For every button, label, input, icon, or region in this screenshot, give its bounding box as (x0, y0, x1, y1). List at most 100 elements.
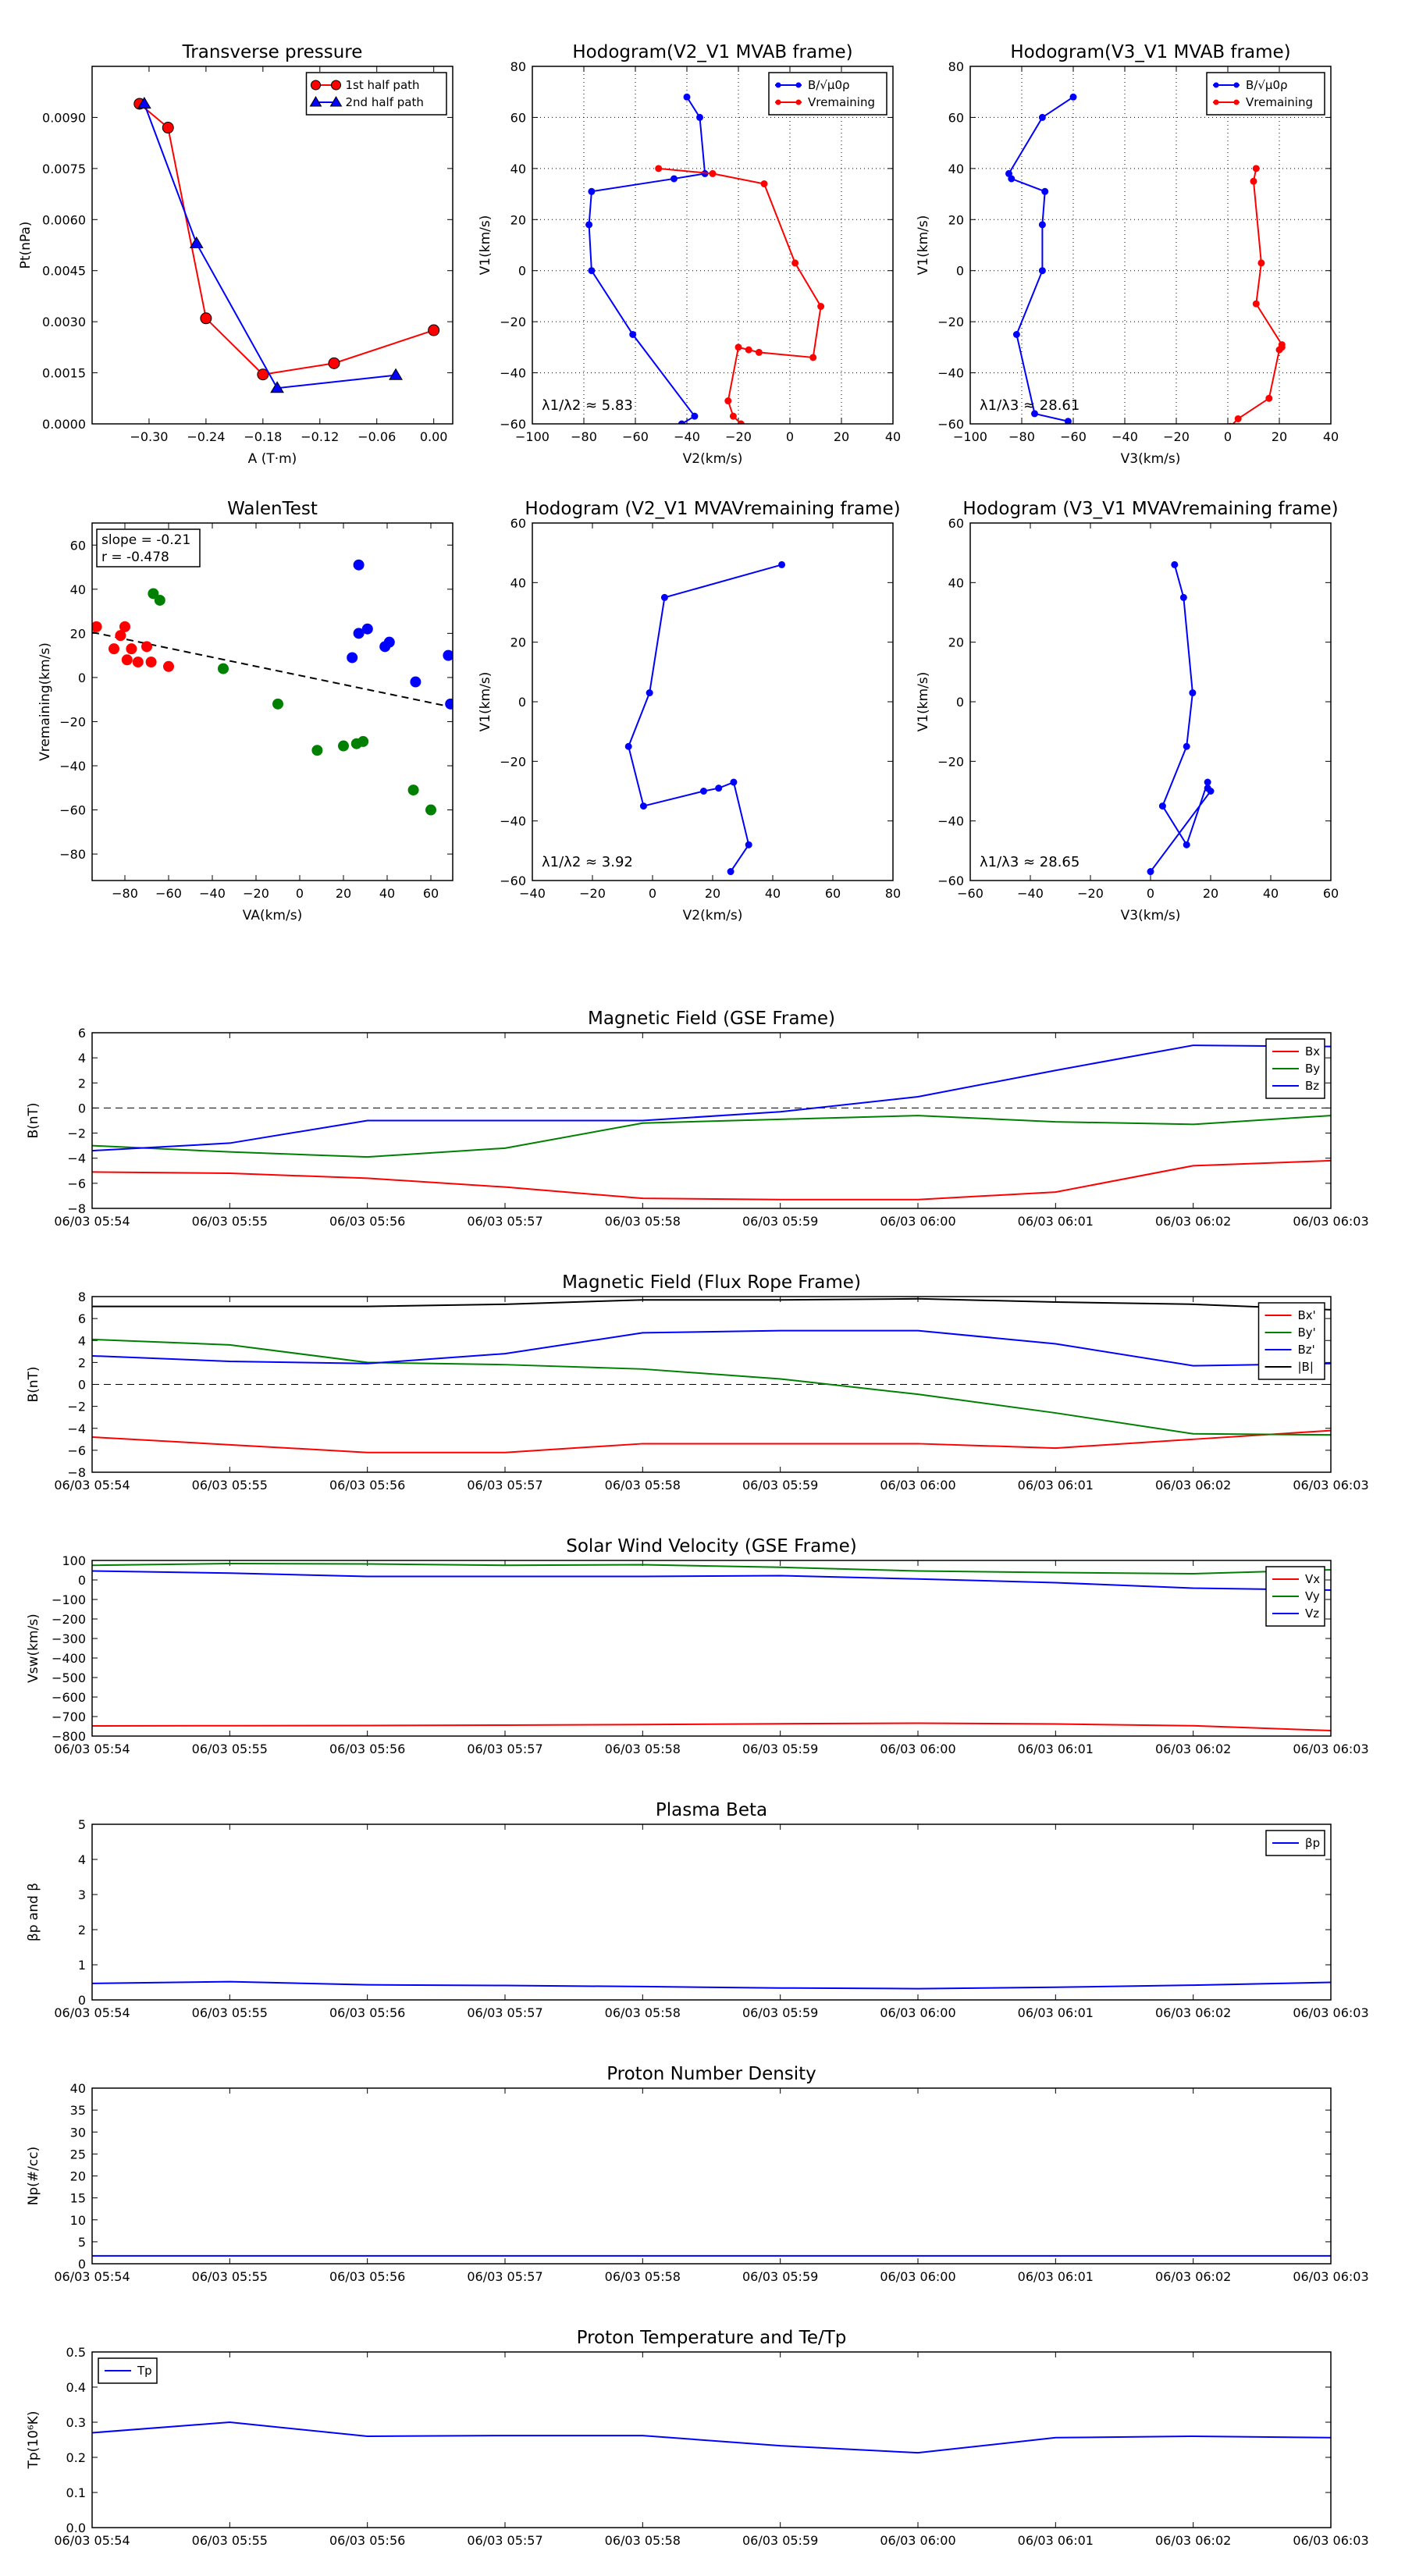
axes-frame (91, 1560, 1332, 1737)
x-tick-label: 06/03 06:01 (1018, 2269, 1094, 2284)
y-tick-label: 60 (948, 110, 964, 125)
x-tick-label: 06/03 06:03 (1293, 1214, 1368, 1229)
y-tick-label: 0.3 (66, 2415, 86, 2430)
y-tick-label: −20 (937, 315, 964, 329)
scatter-point (311, 745, 323, 756)
series-line-2nd-half-path (143, 103, 397, 390)
x-tick-label: 06/03 06:03 (1293, 1478, 1368, 1493)
legend-label: B/√μ0ρ (808, 78, 850, 92)
x-tick-label: −20 (1163, 429, 1190, 444)
y-tick-label: 0.5 (66, 2345, 86, 2360)
x-tick-label: 06/03 06:03 (1293, 2533, 1368, 2548)
data-point (817, 303, 825, 311)
chart-ts6: 06/03 05:54 06/03 05:55 06/03 05:56 06/03 0… (26, 2328, 1369, 2548)
y-tick-label: −2 (67, 1400, 86, 1414)
chart-h2: −100 −80 −60 −40 −20 0 20 40 −60 −40 −20 0 20 40 60 80 H… (916, 42, 1339, 467)
axes-frame (91, 66, 454, 425)
legend-marker (1233, 99, 1240, 105)
y-axis-label: V1(km/s) (478, 672, 493, 732)
legend-label: Bx' (1298, 1308, 1316, 1322)
data-point (691, 412, 699, 420)
y-tick-label: 2 (78, 1923, 86, 1937)
x-axis-label: VA(km/s) (243, 908, 302, 923)
legend: Vx Vy Vz (1265, 1566, 1325, 1627)
legend-label: By' (1298, 1325, 1316, 1340)
axes-frame (91, 1296, 1332, 1473)
y-tick-label: 80 (948, 59, 964, 74)
data-point (639, 802, 647, 810)
y-tick-label: −200 (52, 1612, 86, 1627)
scatter-point (407, 785, 419, 796)
legend: Bx By Bz (1265, 1038, 1325, 1099)
series-line-vremaining (1232, 168, 1283, 424)
data-point (200, 312, 212, 325)
data-point (585, 221, 593, 229)
y-tick-label: 0.0015 (42, 366, 86, 381)
chart-title: Plasma Beta (656, 1800, 767, 1820)
y-tick-label: 30 (70, 2125, 86, 2140)
x-tick-label: −40 (199, 886, 226, 901)
chart-title: Hodogram (V2_V1 MVAVremaining frame) (525, 499, 900, 519)
y-tick-label: −40 (500, 366, 526, 381)
x-tick-label: 0 (786, 429, 794, 444)
x-tick-label: 06/03 05:59 (742, 1214, 818, 1229)
y-tick-label: 0.0060 (42, 212, 86, 227)
y-axis-label: B(nT) (26, 1366, 41, 1402)
x-tick-label: 0 (1147, 886, 1154, 901)
data-point (729, 412, 737, 420)
data-point (737, 420, 745, 424)
data-point (428, 324, 440, 336)
x-tick-label: 80 (885, 886, 901, 901)
y-tick-label: 0.1 (66, 2485, 86, 2500)
y-tick-label: 0 (518, 264, 526, 279)
scatter-point (218, 663, 229, 674)
scatter-point (148, 588, 159, 600)
y-axis-label: Np(#/cc) (26, 2147, 41, 2205)
y-tick-label: 40 (510, 162, 526, 176)
chart-ts4: 06/03 05:54 06/03 05:55 06/03 05:56 06/03 0… (26, 1800, 1369, 2020)
x-tick-label: 06/03 05:56 (329, 1214, 405, 1229)
x-tick-label: 06/03 05:59 (742, 2533, 818, 2548)
x-tick-label: −80 (1008, 429, 1035, 444)
plot-area (92, 1980, 1331, 1990)
chart-h3: −40 −20 0 20 40 60 80−60−40−200204060Hodogram … (478, 499, 901, 923)
y-tick-label: −60 (937, 873, 964, 888)
y-tick-label: 35 (70, 2103, 86, 2118)
y-tick-label: −60 (59, 803, 86, 818)
data-point (1031, 410, 1038, 418)
scatter-point (347, 652, 358, 664)
plot-area (1005, 93, 1286, 424)
legend-label: Vy (1305, 1589, 1320, 1603)
scatter-point (132, 656, 144, 668)
data-point (1147, 868, 1154, 876)
chart-h4: −60 −40 −20 0 20 40 60−60−40−200204060Hodogram… (916, 499, 1339, 923)
y-tick-label: 15 (70, 2191, 86, 2206)
x-tick-label: 06/03 05:57 (467, 1214, 542, 1229)
x-tick-label: 06/03 05:56 (329, 2005, 405, 2020)
data-point (588, 267, 596, 275)
y-tick-label: 0.2 (66, 2450, 86, 2465)
legend-marker (775, 82, 781, 88)
x-tick-label: 06/03 06:00 (880, 1214, 955, 1229)
y-tick-label: 0.0 (66, 2521, 86, 2535)
x-tick-label: −100 (953, 429, 987, 444)
y-tick-label: 3 (78, 1888, 86, 1902)
scatter-point (141, 641, 152, 653)
data-point (778, 560, 786, 568)
x-tick-label: 06/03 05:54 (54, 1478, 130, 1493)
y-tick-label: −20 (500, 315, 526, 329)
y-tick-label: 0 (956, 695, 964, 710)
chart-title: Transverse pressure (182, 42, 363, 62)
x-tick-label: 60 (423, 886, 439, 901)
x-axis-label: V3(km/s) (1121, 451, 1181, 467)
data-point (683, 93, 691, 101)
x-tick-label: −40 (519, 886, 546, 901)
y-tick-label: 20 (510, 212, 526, 227)
plot-area (624, 560, 786, 876)
axes-frame (91, 1032, 1332, 1209)
y-tick-label: 0 (78, 1378, 86, 1393)
x-tick-label: 06/03 06:00 (880, 2269, 955, 2284)
y-tick-label: −80 (59, 847, 86, 862)
x-tick-label: 06/03 05:58 (605, 1214, 681, 1229)
data-point (1064, 418, 1072, 424)
